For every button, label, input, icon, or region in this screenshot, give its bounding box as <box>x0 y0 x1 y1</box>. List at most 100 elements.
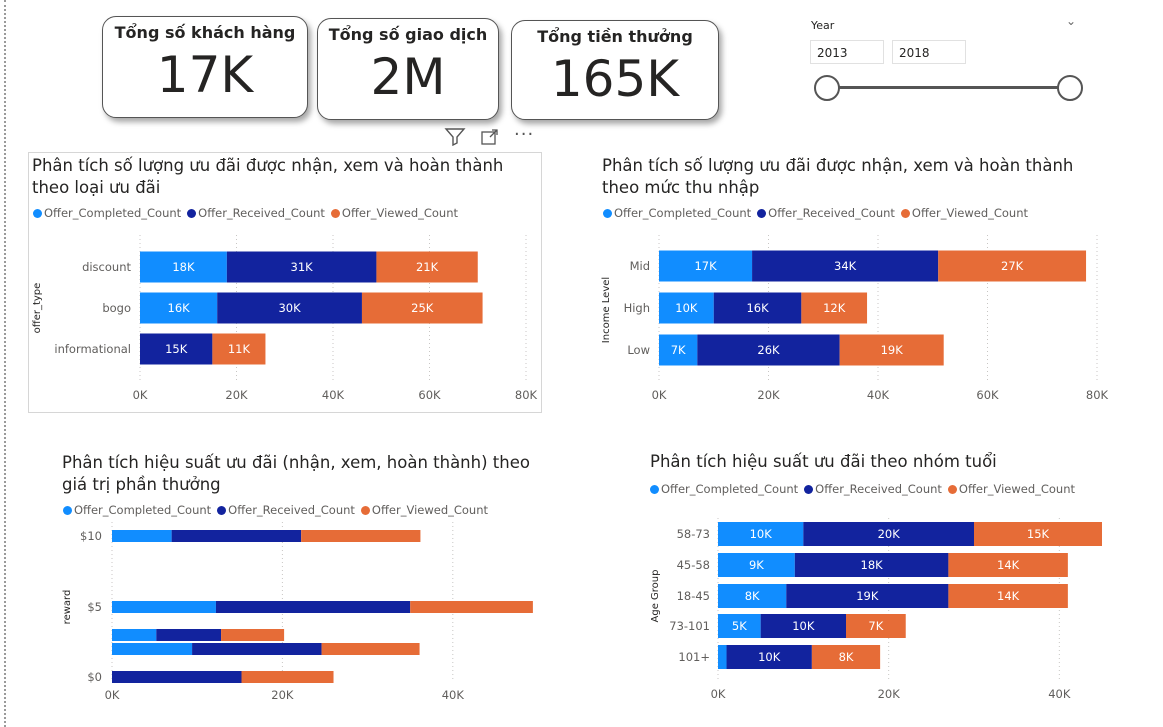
data-label: 12K <box>823 301 846 315</box>
legend-label: Offer_Completed_Count <box>614 206 752 220</box>
bar-segment[interactable] <box>140 333 213 365</box>
bar-segment[interactable] <box>846 614 906 638</box>
legend-item[interactable]: Offer_Completed_Count <box>650 482 798 496</box>
bar-segment[interactable] <box>811 645 881 669</box>
bar-segment[interactable] <box>112 601 216 613</box>
bar-segment[interactable] <box>718 584 787 608</box>
legend-item[interactable]: Offer_Received_Count <box>757 206 895 220</box>
y-axis-title: Age Group <box>650 570 661 623</box>
bar-segment[interactable] <box>948 553 1068 577</box>
bar-segment[interactable] <box>112 671 242 683</box>
year-slider-track[interactable] <box>826 86 1070 89</box>
legend-label: Offer_Received_Count <box>228 503 355 517</box>
bar-segment[interactable] <box>156 629 222 641</box>
bar-segment[interactable] <box>659 334 698 366</box>
x-tick-label: 40K <box>867 388 890 402</box>
legend-item[interactable]: Offer_Completed_Count <box>33 206 181 220</box>
bar-segment[interactable] <box>217 292 362 324</box>
legend-dot-icon <box>33 209 42 218</box>
bar-segment[interactable] <box>839 334 944 366</box>
bar-segment[interactable] <box>361 292 483 324</box>
kpi-card-customers[interactable]: Tổng số khách hàng 17K <box>102 16 308 118</box>
bar-segment[interactable] <box>760 614 846 638</box>
legend-item[interactable]: Offer_Completed_Count <box>603 206 751 220</box>
bar-segment[interactable] <box>794 553 949 577</box>
kpi-card-rewards[interactable]: Tổng tiền thưởng 165K <box>511 20 719 120</box>
bar-segment[interactable] <box>803 522 974 546</box>
bar-segment[interactable] <box>752 250 939 282</box>
bar-segment[interactable] <box>659 292 714 324</box>
bar-segment[interactable] <box>226 251 377 283</box>
bar-segment[interactable] <box>718 614 761 638</box>
legend-item[interactable]: Offer_Received_Count <box>804 482 942 496</box>
legend-item[interactable]: Offer_Viewed_Count <box>900 206 1029 220</box>
legend-item[interactable]: Offer_Received_Count <box>217 503 355 517</box>
filter-icon[interactable] <box>444 126 466 150</box>
bar-segment[interactable] <box>697 334 840 366</box>
year-end-input[interactable]: 2018 <box>892 40 966 64</box>
bar-segment[interactable] <box>112 643 193 655</box>
legend-item[interactable]: Offer_Viewed_Count <box>947 482 1075 496</box>
bar-segment[interactable] <box>192 643 322 655</box>
bar-segment[interactable] <box>171 530 302 542</box>
bar-segment[interactable] <box>140 251 227 283</box>
data-label: 10K <box>750 527 773 541</box>
bar-segment[interactable] <box>948 584 1068 608</box>
bar-segment[interactable] <box>659 250 753 282</box>
legend-dot-icon <box>217 506 227 515</box>
bar-segment[interactable] <box>241 671 334 683</box>
bar-segment[interactable] <box>410 601 533 613</box>
legend-dot-icon <box>330 209 340 218</box>
year-start-input[interactable]: 2013 <box>810 40 884 64</box>
data-label: 31K <box>291 260 314 274</box>
focus-mode-icon[interactable] <box>480 128 500 150</box>
legend-item[interactable]: Offer_Viewed_Count <box>360 503 488 517</box>
x-tick-label: 40K <box>322 388 345 402</box>
bar-segment[interactable] <box>140 292 218 324</box>
chart-title: Phân tích hiệu suất ưu đãi theo nhóm tuổ… <box>650 452 997 471</box>
bar-segment[interactable] <box>301 530 421 542</box>
bar-segment[interactable] <box>212 333 266 365</box>
bar-segment[interactable] <box>938 250 1087 282</box>
legend-dot-icon <box>360 506 370 515</box>
data-label: 19K <box>881 343 904 357</box>
data-label: 14K <box>997 589 1020 603</box>
year-slider-start-handle[interactable] <box>814 75 840 101</box>
chevron-down-icon[interactable]: ⌄ <box>1066 14 1077 28</box>
bar-segment[interactable] <box>376 251 478 283</box>
bar-segment[interactable] <box>112 629 157 641</box>
legend-dot-icon <box>603 209 612 218</box>
legend-label: Offer_Completed_Count <box>44 206 182 220</box>
bar-segment[interactable] <box>718 522 804 546</box>
bar-segment[interactable] <box>112 530 172 542</box>
bar-segment[interactable] <box>713 292 802 324</box>
bar-segment[interactable] <box>718 645 727 669</box>
bar-segment[interactable] <box>786 584 949 608</box>
legend-item[interactable]: Offer_Received_Count <box>187 206 325 220</box>
x-tick-label: 80K <box>1086 388 1109 402</box>
data-label: 17K <box>694 259 717 273</box>
x-tick-label: 60K <box>976 388 999 402</box>
y-tick-label: $10 <box>80 529 102 543</box>
data-label: 9K <box>749 558 764 572</box>
legend-label: Offer_Viewed_Count <box>911 206 1029 220</box>
kpi-value: 2M <box>370 48 446 106</box>
bar-segment[interactable] <box>801 292 868 324</box>
legend-item[interactable]: Offer_Completed_Count <box>63 503 211 517</box>
bar-segment[interactable] <box>321 643 420 655</box>
year-slider-end-handle[interactable] <box>1057 75 1083 101</box>
more-options-icon[interactable]: ··· <box>514 124 535 145</box>
category-label: 45-58 <box>677 558 710 572</box>
bar-segment[interactable] <box>974 522 1102 546</box>
x-tick-label: 0K <box>711 687 726 701</box>
bar-segment[interactable] <box>221 629 285 641</box>
legend-item[interactable]: Offer_Viewed_Count <box>330 206 458 220</box>
y-axis-title: reward <box>62 590 73 625</box>
legend-dot-icon <box>804 485 814 494</box>
bar-segment[interactable] <box>718 553 795 577</box>
bar-segment[interactable] <box>726 645 812 669</box>
kpi-card-transactions[interactable]: Tổng số giao dịch 2M <box>317 18 499 120</box>
x-tick-label: 20K <box>271 688 294 702</box>
bar-segment[interactable] <box>215 601 411 613</box>
category-label: discount <box>82 260 131 274</box>
